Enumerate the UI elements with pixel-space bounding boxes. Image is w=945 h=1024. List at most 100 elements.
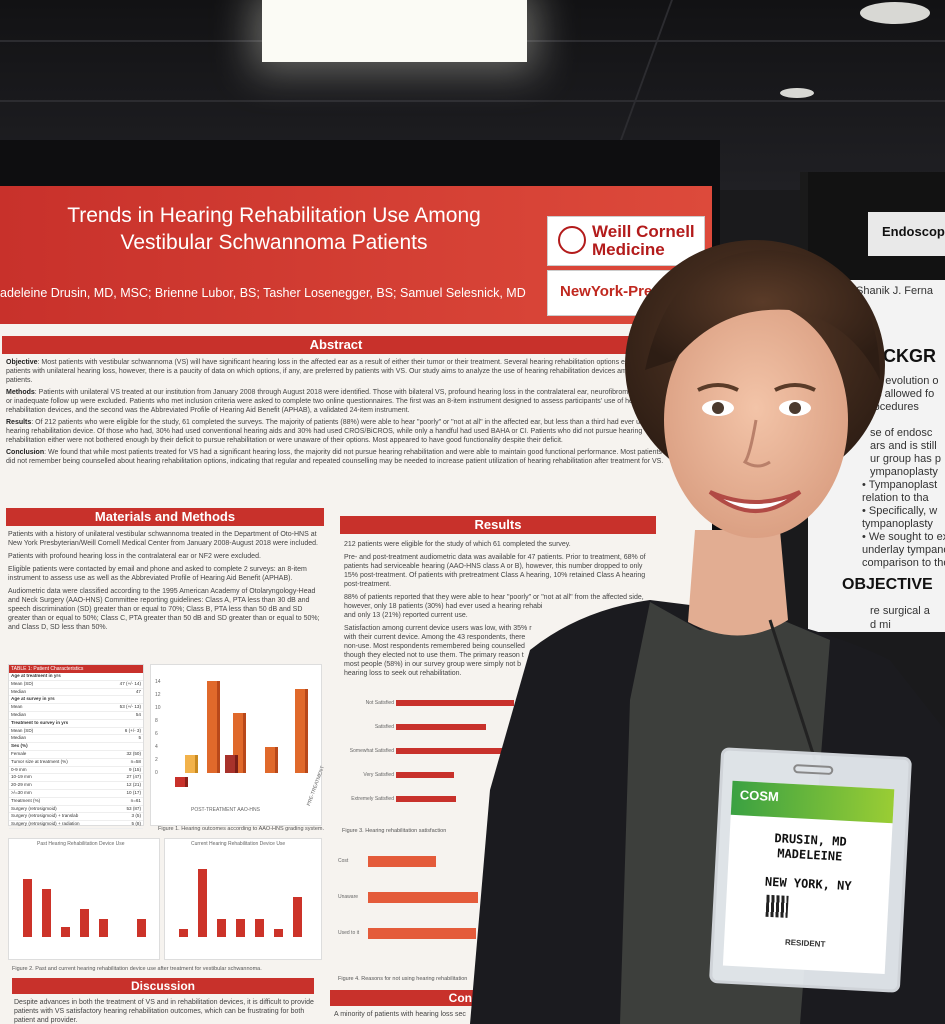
badge-city: NEW YORK, NY xyxy=(764,874,852,894)
bar-3d xyxy=(207,681,220,773)
neighbor-text-line: ur group has p xyxy=(870,453,941,465)
bar-3d xyxy=(175,777,188,787)
y-tick-label: 12 xyxy=(155,692,161,698)
methods-p4: Audiometric data were classified accordi… xyxy=(8,588,320,631)
methods-p2: Patients with profound hearing loss in t… xyxy=(8,553,261,560)
poster-header: Trends in Hearing Rehabilitation Use Amo… xyxy=(0,186,712,324)
figure-1-x-axis-label: POST-TREATMENT AAO-HNS xyxy=(191,807,260,813)
ceiling-grid xyxy=(0,100,945,102)
figure-2-bar xyxy=(217,919,226,937)
figure-2-current-chart: Current Hearing Rehabilitation Device Us… xyxy=(164,838,322,960)
y-tick-label: 0 xyxy=(155,770,158,776)
figure-3-category-label: Somewhat Satisfied xyxy=(349,748,394,754)
figure-4-category-label: Unaware xyxy=(338,894,359,900)
neighbor-tab-text: Endoscop xyxy=(882,224,945,239)
figure-2-bar xyxy=(61,927,70,937)
neighbor-text-line: comparison to tho xyxy=(862,557,945,569)
abstract-heading: Abstract xyxy=(2,336,670,354)
neighbor-text-line: underlay tympano xyxy=(862,544,945,556)
neighbor-author: Shanik J. Ferna xyxy=(856,285,934,297)
figure-4-bar xyxy=(368,928,476,939)
table-row: Median 54 xyxy=(9,712,143,720)
y-tick-label: 4 xyxy=(155,744,158,750)
table-cell-label: Mean (SD) xyxy=(11,727,34,733)
ceiling-spotlight xyxy=(860,2,930,24)
figure-3-bar xyxy=(396,772,454,778)
figure-4-category-label: Used to it xyxy=(338,930,360,936)
table-cell-label: Mean xyxy=(11,704,23,710)
neighbor-objective-line1: re surgical a xyxy=(870,605,930,617)
y-tick-label: 2 xyxy=(155,757,158,763)
table-cell-value: 3 (5) xyxy=(131,813,141,819)
neighbor-text-line: tympanoplasty xyxy=(862,518,933,530)
results-p4d: though they elected not to use them. The… xyxy=(344,652,524,659)
results-p3: 88% of patients reported that they were … xyxy=(344,594,644,610)
seal-icon xyxy=(558,226,586,254)
ceiling-light xyxy=(262,0,527,62)
figure-2-bar xyxy=(42,889,51,937)
table-cell-label: >/=30 mm xyxy=(11,789,32,795)
neighbor-text-line: relation to tha xyxy=(862,492,929,504)
results-p4e: most people (58%) in our survey group we… xyxy=(344,661,522,668)
figure-2-bar xyxy=(99,919,108,937)
table-cell-value: 27 (47) xyxy=(126,774,141,780)
results-p4f: hearing loss to seek out rehabilitation. xyxy=(344,670,462,677)
methods-label: Methods xyxy=(6,389,35,396)
figure-2-bar xyxy=(179,929,188,937)
figure-1-side-label: PRE-TREATMENT xyxy=(306,765,327,807)
bar-3d xyxy=(295,689,308,773)
table-cell-label: Median xyxy=(11,711,27,717)
patient-characteristics-table: TABLE 1: Patient Characteristics Age at … xyxy=(8,664,144,829)
table-cell-label: Sex (%) xyxy=(11,743,28,749)
table-cell-value: n=61 xyxy=(130,797,141,803)
neighbor-text-line: as allowed fo xyxy=(870,388,935,400)
neighbor-text-line: ympanoplasty xyxy=(870,466,938,478)
abstract-text: Objective: Most patients with vestibular… xyxy=(6,358,670,466)
bar-3d xyxy=(265,747,278,773)
table-row: Surgery (retrosigmoid) 53 (87) xyxy=(9,806,143,814)
results-heading: Results xyxy=(340,516,656,534)
badge-clip-icon xyxy=(793,763,834,776)
table-cell-value: 5 xyxy=(138,735,141,741)
results-p3b: and only 13 (21%) reported current use. xyxy=(344,612,468,619)
table-row: Sex (%) xyxy=(9,743,143,751)
table-cell-label: Surgery (retrosigmoid) xyxy=(11,805,57,811)
table-cell-value: n=58 xyxy=(130,758,141,764)
figure-3-category-label: Very Satisfied xyxy=(363,772,394,778)
figure-4-bar xyxy=(368,892,478,903)
figure-4-category-label: Cost xyxy=(338,858,349,864)
figure-1-chart: 14 12 10 8 6 4 2 0 POST-TREATMENT AAO-HNS PRE-T… xyxy=(150,664,326,826)
conclusion-text: : We found that while most patients trea… xyxy=(6,449,664,465)
figure-4-bar xyxy=(368,856,436,867)
neighbor-text-line: • We sought to exa xyxy=(862,531,945,543)
figure-1-caption: Figure 1. Hearing outcomes according to … xyxy=(158,826,324,832)
table-row: Treatment to survey in yrs xyxy=(9,720,143,728)
table-row: Surgery (retrosigmoid) + radiation 5 (8) xyxy=(9,821,143,829)
table-cell-label: Treatment (%) xyxy=(11,797,41,803)
neighbor-text-line: ars and is still xyxy=(870,440,937,452)
table-row: Age at treatment in yrs xyxy=(9,673,143,681)
table-row: Treatment (%) n=61 xyxy=(9,798,143,806)
neighbor-heading-objective: OBJECTIVE xyxy=(842,576,933,593)
table-row: 0-9 mm 9 (15) xyxy=(9,767,143,775)
weill-cornell-logo: Weill Cornell Medicine xyxy=(547,216,705,266)
discussion-text: Despite advances in both the treatment o… xyxy=(14,999,314,1024)
figure-2-past-title: Past Hearing Rehabilitation Device Use xyxy=(37,841,125,847)
figure-2-past-chart: Past Hearing Rehabilitation Device Use xyxy=(8,838,160,960)
figure-2-bar xyxy=(274,929,283,937)
neighbor-poster-tab: Endoscop xyxy=(868,212,945,256)
results-p4: Satisfaction among current device users … xyxy=(344,625,532,632)
table-row: Mean (SD) 47 (+/- 14) xyxy=(9,681,143,689)
table-cell-label: Surgery (retrosigmoid) + translab xyxy=(11,813,79,819)
figure-3-chart: Not Satisfied Satisfied Somewhat Satisfied… xyxy=(340,686,514,821)
figure-4-caption: Figure 4. Reasons for not using hearing … xyxy=(338,976,468,982)
figure-2-bar xyxy=(255,919,264,937)
neighbor-text-line: he evolution o xyxy=(870,375,939,387)
y-tick-label: 8 xyxy=(155,718,158,724)
figure-3-category-label: Extremely Satisfied xyxy=(351,796,394,802)
results-p4c: non-use. Most respondents remembered bei… xyxy=(344,643,525,650)
table-cell-label: 20-29 mm xyxy=(11,782,32,788)
table-cell-label: 10-19 mm xyxy=(11,774,32,780)
table-cell-value: 53 (+/- 13) xyxy=(119,704,141,710)
figure-4-chart: Cost Unaware Used to it xyxy=(336,842,486,968)
